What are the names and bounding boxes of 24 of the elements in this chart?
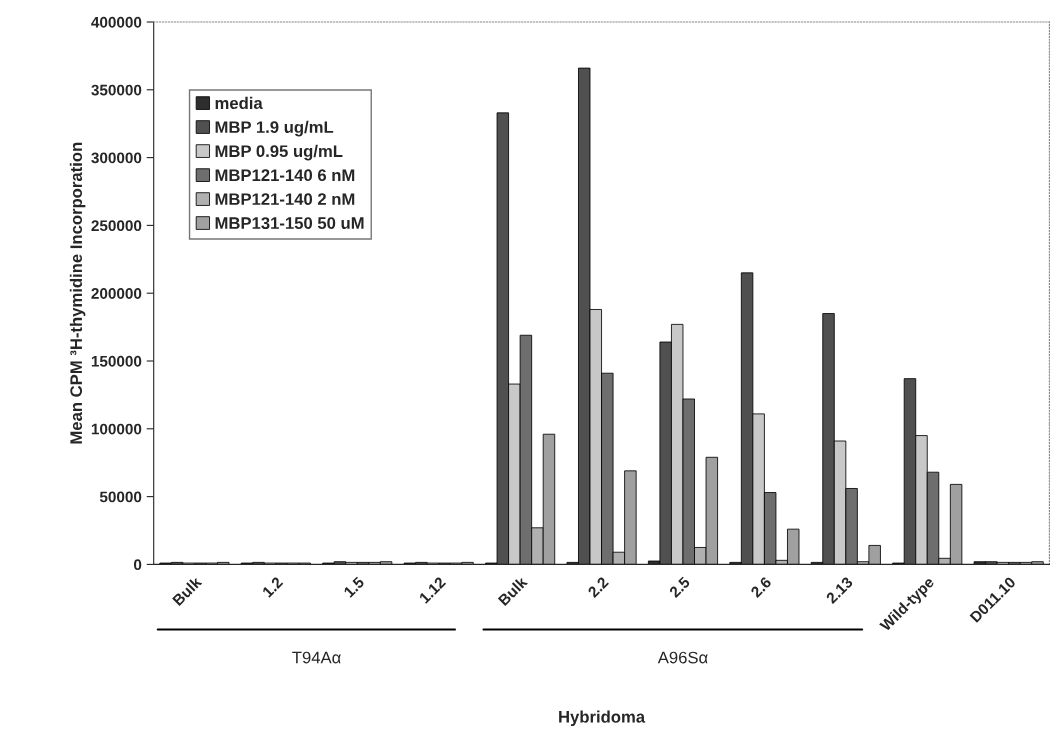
legend-label: media [215, 96, 263, 110]
legend-label: MBP 0.95 ug/mL [215, 144, 343, 161]
y-axis-title: Mean CPM ³H-thymidine Incorporation [69, 142, 86, 444]
y-tick-label: 250000 [91, 220, 142, 232]
legend-label: MBP131-150 50 uM [215, 217, 364, 230]
legend-label: MBP 1.9 ug/mL [215, 120, 334, 137]
x-tick-label: 2.5 [668, 576, 691, 599]
y-tick-label: 300000 [91, 152, 142, 164]
x-tick-label: 1.5 [343, 576, 365, 598]
text: A96Sα [657, 651, 708, 664]
y-tick-label: 150000 [91, 355, 142, 367]
y-tick-label: 50000 [99, 491, 142, 503]
y-tick-label: 0 [134, 559, 142, 571]
legend-label: MBP121-140 6 nM [215, 169, 355, 182]
x-tick-label: 1.2 [261, 576, 284, 598]
y-tick-label: 400000 [91, 16, 142, 28]
y-tick-label: 100000 [91, 423, 142, 435]
text: T94Aα [292, 651, 341, 664]
legend-label: MBP121-140 2 nM [215, 193, 355, 206]
x-axis-title: Hybridoma [559, 710, 646, 727]
x-tick-label: 2.2 [587, 576, 609, 598]
x-tick-label: 2.6 [750, 576, 772, 599]
y-tick-label: 200000 [91, 288, 142, 299]
y-tick-label: 350000 [91, 84, 142, 96]
